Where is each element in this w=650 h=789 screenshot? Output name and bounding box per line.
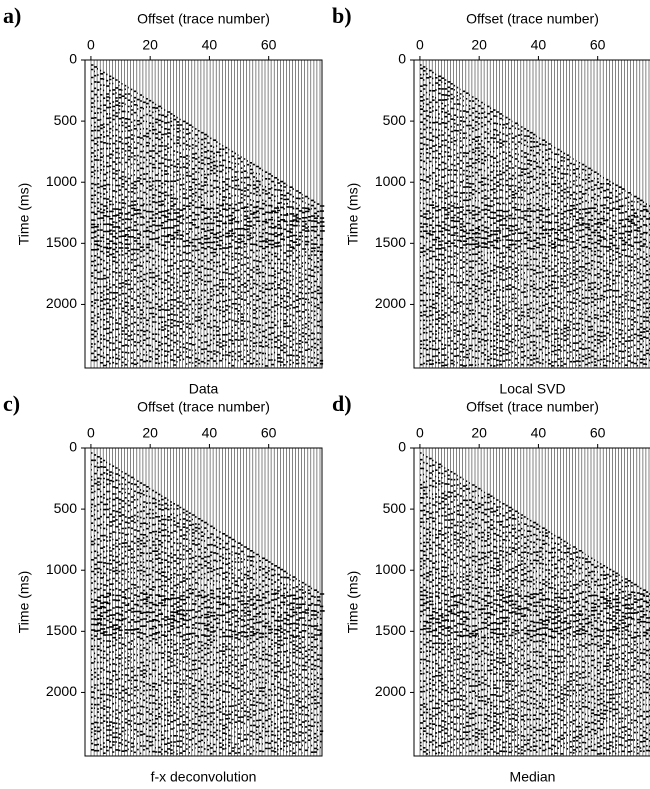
y-tick-label: 2000 <box>46 295 77 311</box>
y-axis-title: Time (ms) <box>16 571 32 633</box>
y-tick-label: 500 <box>54 500 78 516</box>
y-tick-label: 1000 <box>375 561 406 577</box>
y-tick-label: 0 <box>398 51 406 67</box>
x-axis-title: Offset (trace number) <box>466 11 599 27</box>
plot-frame <box>413 59 650 369</box>
trace-wiggles <box>91 452 325 755</box>
plot-frame <box>84 447 323 757</box>
x-tick-label: 60 <box>590 425 606 441</box>
panel-label: a) <box>3 3 21 28</box>
plot-frame <box>413 447 650 757</box>
y-tick-label: 0 <box>398 439 406 455</box>
x-tick-label: 20 <box>471 37 487 53</box>
x-tick-label: 40 <box>531 37 547 53</box>
caption: Data <box>189 381 219 397</box>
y-tick-label: 500 <box>383 500 407 516</box>
x-tick-label: 40 <box>531 425 547 441</box>
x-tick-label: 0 <box>87 37 95 53</box>
x-axis-title: Offset (trace number) <box>466 399 599 415</box>
y-tick-label: 1500 <box>375 234 406 250</box>
trace-wiggles <box>420 64 650 367</box>
panel-label: c) <box>3 391 20 416</box>
x-tick-label: 0 <box>87 425 95 441</box>
x-axis-title: Offset (trace number) <box>137 399 270 415</box>
y-tick-label: 1000 <box>46 561 77 577</box>
y-tick-label: 2000 <box>375 683 406 699</box>
y-tick-label: 2000 <box>46 683 77 699</box>
y-axis-title: Time (ms) <box>345 571 361 633</box>
y-tick-label: 1500 <box>46 622 77 638</box>
caption: Local SVD <box>499 381 565 397</box>
y-tick-label: 1500 <box>46 234 77 250</box>
trace-wiggles <box>91 64 325 367</box>
y-axis-title: Time (ms) <box>16 183 32 245</box>
y-tick-label: 0 <box>69 51 77 67</box>
trace-wiggles <box>420 452 650 755</box>
x-tick-label: 20 <box>142 37 158 53</box>
x-tick-label: 0 <box>416 425 424 441</box>
x-tick-label: 40 <box>202 37 218 53</box>
x-tick-label: 40 <box>202 425 218 441</box>
x-tick-label: 60 <box>590 37 606 53</box>
y-tick-label: 500 <box>54 112 78 128</box>
x-tick-label: 20 <box>142 425 158 441</box>
caption: Median <box>510 769 556 785</box>
x-tick-label: 60 <box>261 37 277 53</box>
y-tick-label: 1000 <box>375 173 406 189</box>
x-tick-label: 0 <box>416 37 424 53</box>
y-tick-label: 1000 <box>46 173 77 189</box>
plot-frame <box>84 59 323 369</box>
y-tick-label: 500 <box>383 112 407 128</box>
panel-label: b) <box>332 3 352 28</box>
x-tick-label: 60 <box>261 425 277 441</box>
panel-label: d) <box>332 391 352 416</box>
y-tick-label: 1500 <box>375 622 406 638</box>
y-tick-label: 0 <box>69 439 77 455</box>
y-axis-title: Time (ms) <box>345 183 361 245</box>
y-tick-label: 2000 <box>375 295 406 311</box>
x-axis-title: Offset (trace number) <box>137 11 270 27</box>
x-tick-label: 20 <box>471 425 487 441</box>
caption: f-x deconvolution <box>151 769 257 785</box>
